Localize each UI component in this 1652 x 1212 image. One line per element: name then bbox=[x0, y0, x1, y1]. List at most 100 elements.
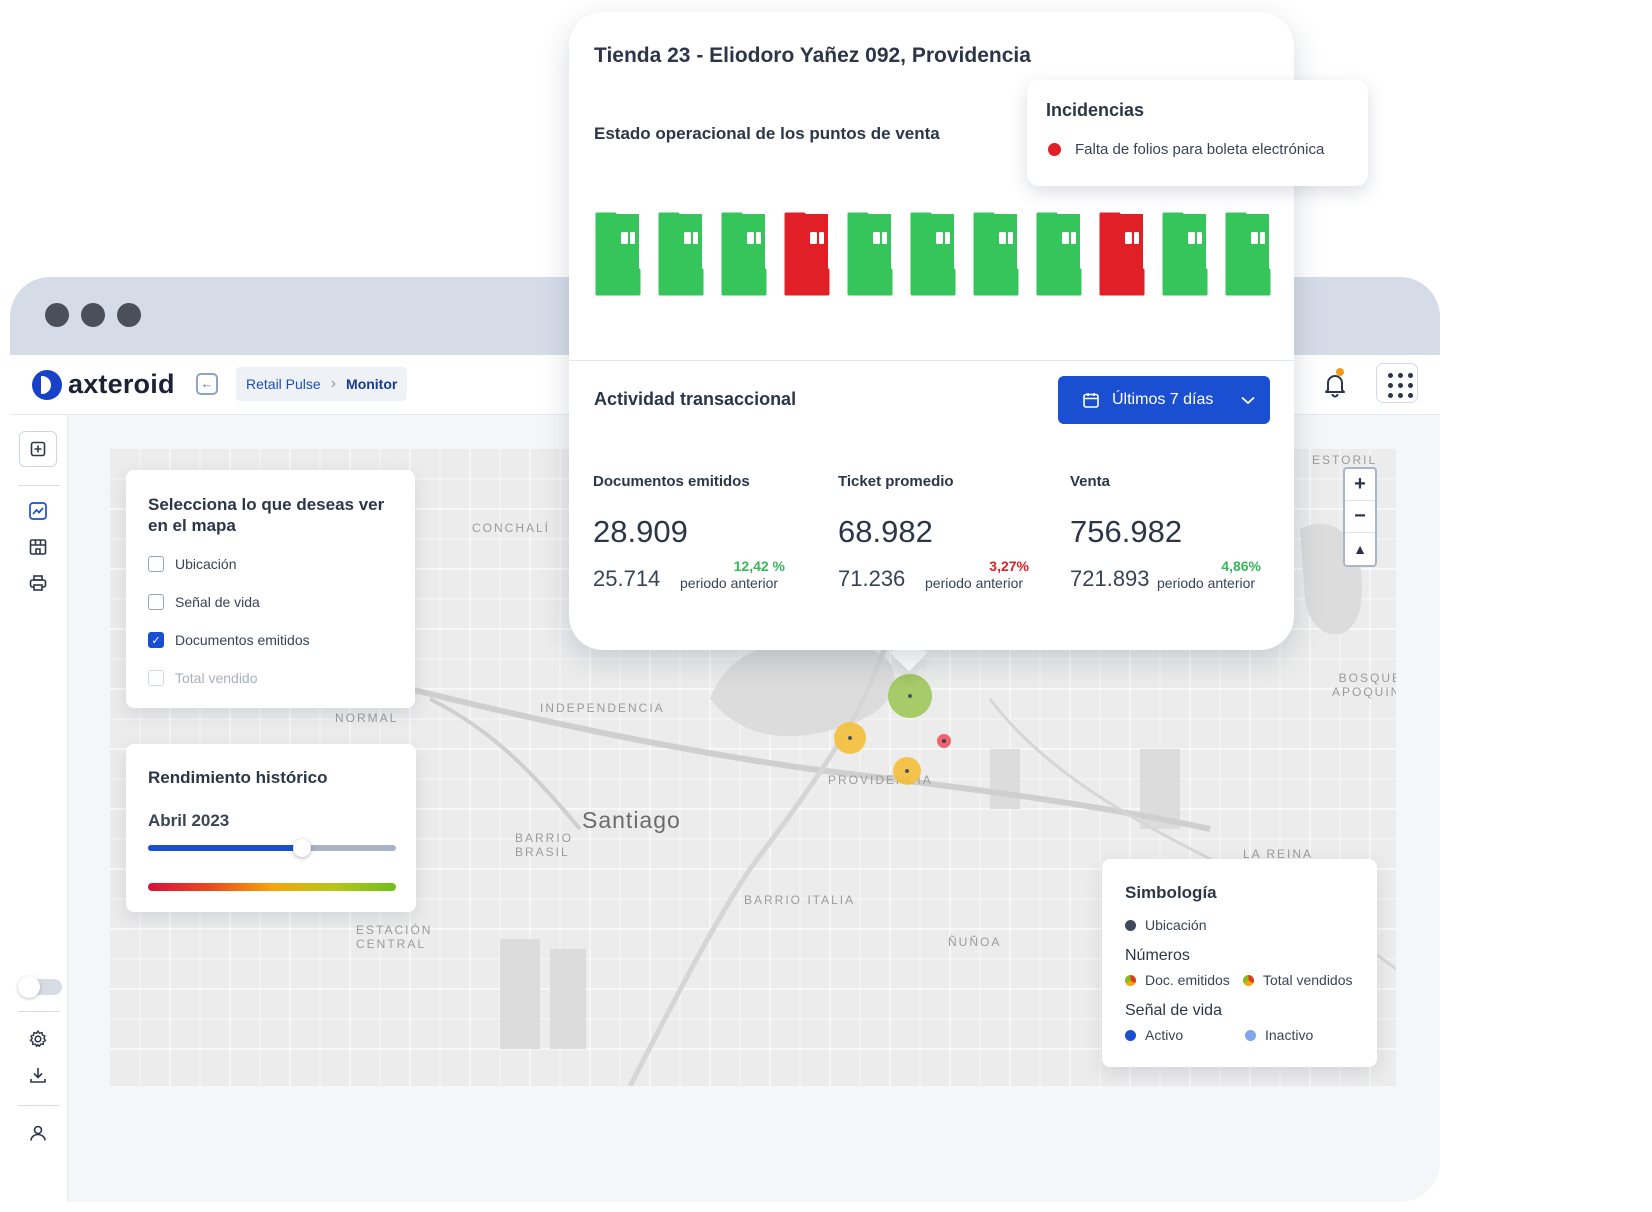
divider bbox=[569, 360, 1294, 361]
checkbox[interactable] bbox=[148, 594, 164, 610]
notification-badge bbox=[1336, 368, 1344, 376]
map-label: BOSQUE APOQUINDO bbox=[1332, 671, 1396, 699]
map-label: ESTACIÓN CENTRAL bbox=[356, 923, 433, 951]
window-dot bbox=[45, 303, 69, 327]
compass-icon[interactable]: ▲ bbox=[1353, 541, 1367, 557]
store-marker[interactable] bbox=[888, 674, 932, 718]
map-city-label: Santiago bbox=[582, 807, 681, 833]
pos-terminal-error[interactable] bbox=[1099, 212, 1145, 296]
activity-title: Actividad transaccional bbox=[594, 389, 797, 409]
nav-item-download[interactable] bbox=[19, 1057, 57, 1093]
store-marker[interactable] bbox=[893, 757, 921, 785]
pos-status-title: Estado operacional de los puntos de vent… bbox=[594, 124, 940, 143]
theme-toggle[interactable] bbox=[18, 976, 62, 998]
nav-item-print[interactable] bbox=[19, 565, 57, 601]
location-dot-icon bbox=[1125, 919, 1136, 931]
metric-previous-value: 721.893 bbox=[1070, 566, 1150, 591]
date-range-label: Últimos 7 días bbox=[1112, 391, 1214, 408]
history-period: Abril 2023 bbox=[148, 811, 230, 830]
gradient-dot-icon bbox=[1125, 974, 1136, 986]
metric-note: periodo anterior bbox=[925, 575, 1024, 591]
metric-previous-value: 25.714 bbox=[593, 566, 661, 591]
breadcrumb-item-monitor: Monitor bbox=[346, 376, 398, 392]
breadcrumb-item-retail-pulse[interactable]: Retail Pulse bbox=[246, 376, 321, 392]
pos-terminal-ok[interactable] bbox=[1162, 212, 1208, 296]
inactive-dot-icon bbox=[1245, 1029, 1256, 1041]
chevron-right-icon: › bbox=[330, 375, 337, 392]
metric-label: Venta bbox=[1070, 473, 1111, 490]
checkbox-checked[interactable]: ✓ bbox=[148, 632, 164, 648]
metric-label: Documentos emitidos bbox=[593, 473, 750, 490]
map-options-panel: Selecciona lo que deseas ver en el mapa … bbox=[126, 470, 415, 708]
map-label: ÑUÑOA bbox=[948, 935, 1002, 949]
logo[interactable]: axteroid bbox=[32, 369, 175, 400]
pos-terminal-error[interactable] bbox=[784, 212, 830, 296]
legend-ubicacion: Ubicación bbox=[1125, 917, 1206, 933]
incident-item: Falta de folios para boleta electrónica bbox=[1048, 141, 1324, 158]
checkbox[interactable] bbox=[148, 556, 164, 572]
legend-doc-emitidos: Doc. emitidos bbox=[1125, 972, 1230, 988]
history-title: Rendimiento histórico bbox=[148, 768, 328, 787]
incidents-title: Incidencias bbox=[1046, 100, 1145, 120]
pos-terminal-ok[interactable] bbox=[721, 212, 767, 296]
store-marker[interactable] bbox=[834, 722, 866, 754]
metric-note: periodo anterior bbox=[1157, 575, 1256, 591]
store-marker[interactable] bbox=[937, 734, 951, 748]
gear-icon bbox=[29, 1030, 47, 1048]
collapse-sidebar-icon[interactable]: ← bbox=[196, 373, 218, 395]
plus-square-icon bbox=[30, 441, 46, 457]
logo-mark-icon bbox=[32, 369, 62, 400]
legend-total-vendidos: Total vendidos bbox=[1243, 972, 1353, 988]
zoom-out-button[interactable]: − bbox=[1345, 501, 1375, 533]
map-label: NORMAL bbox=[335, 711, 399, 725]
bell-icon[interactable] bbox=[1320, 369, 1350, 399]
metric-label: Ticket promedio bbox=[838, 473, 954, 490]
chart-line-icon bbox=[29, 502, 47, 520]
option-total-vendido: Total vendido bbox=[148, 670, 258, 686]
metric-value: 756.982 bbox=[1070, 514, 1183, 549]
logo-text: axteroid bbox=[68, 369, 175, 399]
user-icon bbox=[30, 1125, 46, 1141]
map-label: INDEPENDENCIA bbox=[540, 701, 665, 715]
pos-terminal-ok[interactable] bbox=[910, 212, 956, 296]
metric-change-down: 3,27% bbox=[989, 558, 1029, 574]
map-label: LA REINA bbox=[1243, 847, 1314, 861]
pos-terminal-ok[interactable] bbox=[658, 212, 704, 296]
zoom-control: + − ▲ bbox=[1343, 467, 1377, 567]
legend-title: Simbología bbox=[1125, 883, 1217, 902]
pos-terminal-ok[interactable] bbox=[595, 212, 641, 296]
nav-item-profile[interactable] bbox=[19, 1115, 57, 1151]
apps-grid-button[interactable] bbox=[1376, 363, 1418, 403]
nav-item-settings[interactable] bbox=[19, 1021, 57, 1057]
history-panel: Rendimiento histórico Abril 2023 bbox=[126, 744, 416, 912]
map-label: CONCHALÍ bbox=[472, 521, 551, 535]
metric-previous-value: 71.236 bbox=[838, 566, 906, 591]
zoom-in-button[interactable]: + bbox=[1345, 469, 1375, 501]
chevron-down-icon bbox=[1241, 396, 1255, 405]
metric-value: 68.982 bbox=[838, 514, 933, 549]
legend-inactivo: Inactivo bbox=[1245, 1027, 1313, 1043]
pos-terminal-ok[interactable] bbox=[847, 212, 893, 296]
nav-item-stores[interactable] bbox=[19, 529, 57, 565]
error-dot-icon bbox=[1048, 143, 1061, 156]
store-title: Tienda 23 - Eliodoro Yañez 092, Providen… bbox=[594, 44, 1031, 67]
legend-signal-title: Señal de vida bbox=[1125, 1002, 1222, 1019]
nav-item-analytics[interactable] bbox=[19, 493, 57, 529]
option-ubicacion[interactable]: Ubicación bbox=[148, 556, 236, 572]
slider-thumb[interactable] bbox=[292, 839, 311, 857]
date-range-dropdown[interactable]: Últimos 7 días bbox=[1058, 376, 1270, 424]
window-dot bbox=[81, 303, 105, 327]
period-slider[interactable] bbox=[148, 839, 396, 857]
map-label: BARRIO BRASIL bbox=[515, 831, 574, 859]
legend-activo: Activo bbox=[1125, 1027, 1183, 1043]
option-senal-de-vida[interactable]: Señal de vida bbox=[148, 594, 260, 610]
pos-terminal-ok[interactable] bbox=[1225, 212, 1271, 296]
breadcrumb: Retail Pulse › Monitor bbox=[236, 367, 408, 401]
metric-change-up: 4,86% bbox=[1221, 558, 1261, 574]
option-documentos-emitidos[interactable]: ✓ Documentos emitidos bbox=[148, 632, 310, 648]
legend-numbers-title: Números bbox=[1125, 947, 1190, 964]
add-widget-button[interactable] bbox=[19, 431, 57, 467]
pos-terminal-ok[interactable] bbox=[973, 212, 1019, 296]
pos-terminal-ok[interactable] bbox=[1036, 212, 1082, 296]
window-dot bbox=[117, 303, 141, 327]
